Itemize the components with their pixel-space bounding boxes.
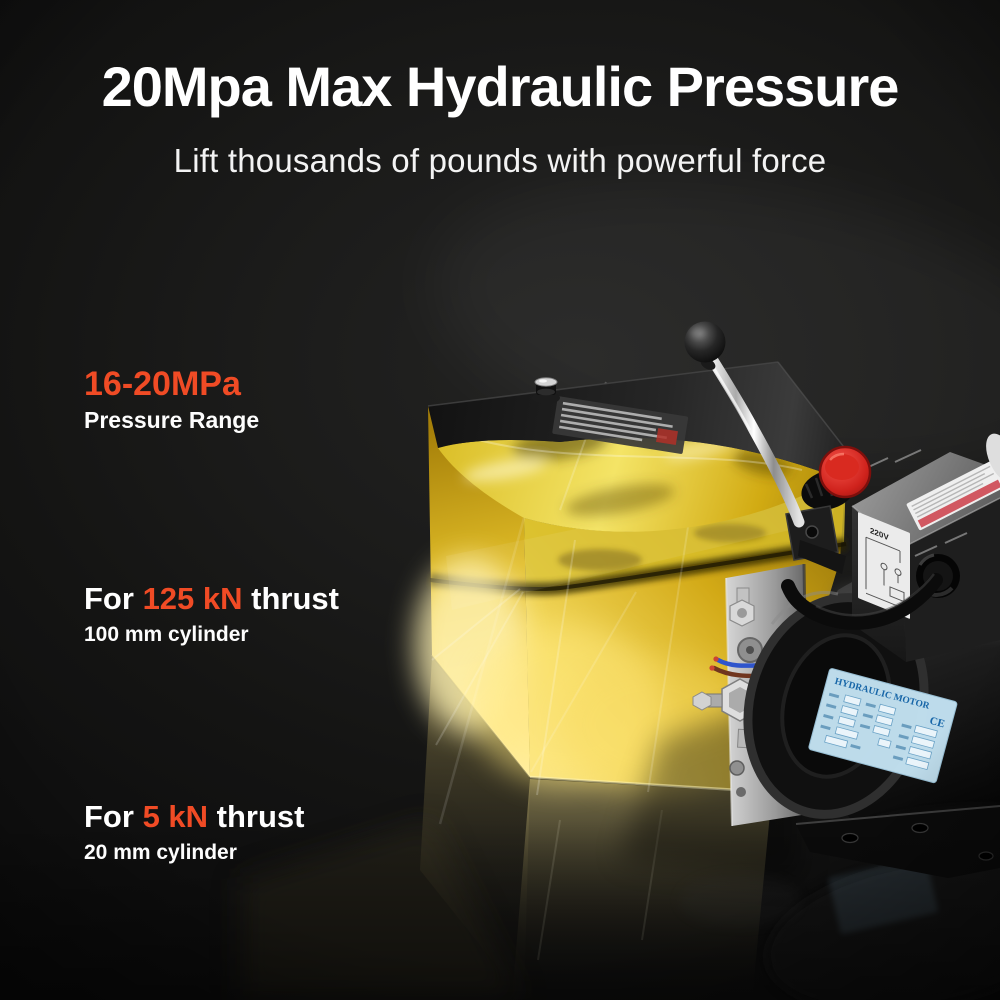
feature-3-suffix: thrust — [208, 799, 305, 834]
feature-3-prefix: For — [84, 799, 143, 834]
feature-3-highlight: 5 kN — [142, 799, 209, 834]
feature-2-sublabel: 100 mm cylinder — [84, 622, 249, 646]
feature-1-highlight: 16-20MPa — [84, 365, 241, 403]
feature-pressure-range: 16-20MPa Pressure Range — [84, 366, 259, 434]
feature-pressure-value: 16-20MPa — [84, 366, 259, 402]
feature-2-prefix: For — [84, 581, 143, 616]
feature-3-line: For 5 kN thrust — [84, 799, 305, 834]
bottom-shade — [0, 820, 1000, 1000]
page-subtitle: Lift thousands of pounds with powerful f… — [173, 142, 827, 179]
feature-thrust-5kn: For 5 kN thrust 20 mm cylinder — [84, 799, 305, 865]
feature-3-sublabel: 20 mm cylinder — [84, 840, 237, 864]
feature-2-highlight: 125 kN — [142, 581, 243, 616]
page-title: 20Mpa Max Hydraulic Pressure — [101, 55, 900, 118]
feature-thrust-125kn: For 125 kN thrust 100 mm cylinder — [84, 581, 339, 647]
feature-pressure-label: Pressure Range — [84, 407, 260, 434]
feature-2-line: For 125 kN thrust — [84, 581, 339, 616]
feature-2-suffix: thrust — [242, 581, 339, 616]
